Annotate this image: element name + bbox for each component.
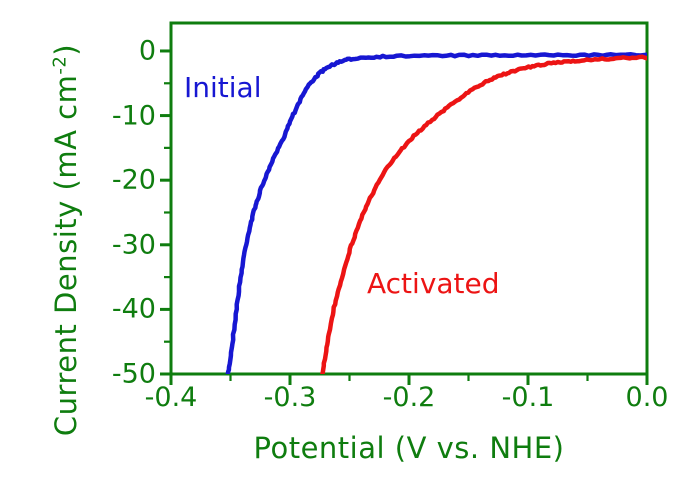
- annotation-activated-curve: Activated: [367, 267, 500, 300]
- y-tick-label: -50: [111, 358, 156, 390]
- plot-frame: [169, 21, 649, 376]
- annotation-initial-curve: Initial: [184, 71, 262, 104]
- curve-initial: [225, 52, 647, 374]
- y-tick-label: 0: [138, 35, 156, 67]
- x-axis-title: Potential (V vs. NHE): [253, 431, 565, 465]
- x-tick-label: -0.1: [501, 382, 555, 413]
- x-tick-label: -0.2: [382, 382, 436, 413]
- x-tick-label: -0.3: [263, 382, 317, 413]
- x-tick-label: -0.4: [144, 382, 198, 413]
- y-tick-label: -10: [111, 100, 156, 132]
- y-tick-label: -20: [111, 164, 156, 196]
- y-tick-label: -30: [111, 229, 156, 261]
- curve-activated: [320, 54, 647, 374]
- x-tick-label: 0.0: [625, 382, 669, 413]
- y-tick-label: -40: [111, 293, 156, 325]
